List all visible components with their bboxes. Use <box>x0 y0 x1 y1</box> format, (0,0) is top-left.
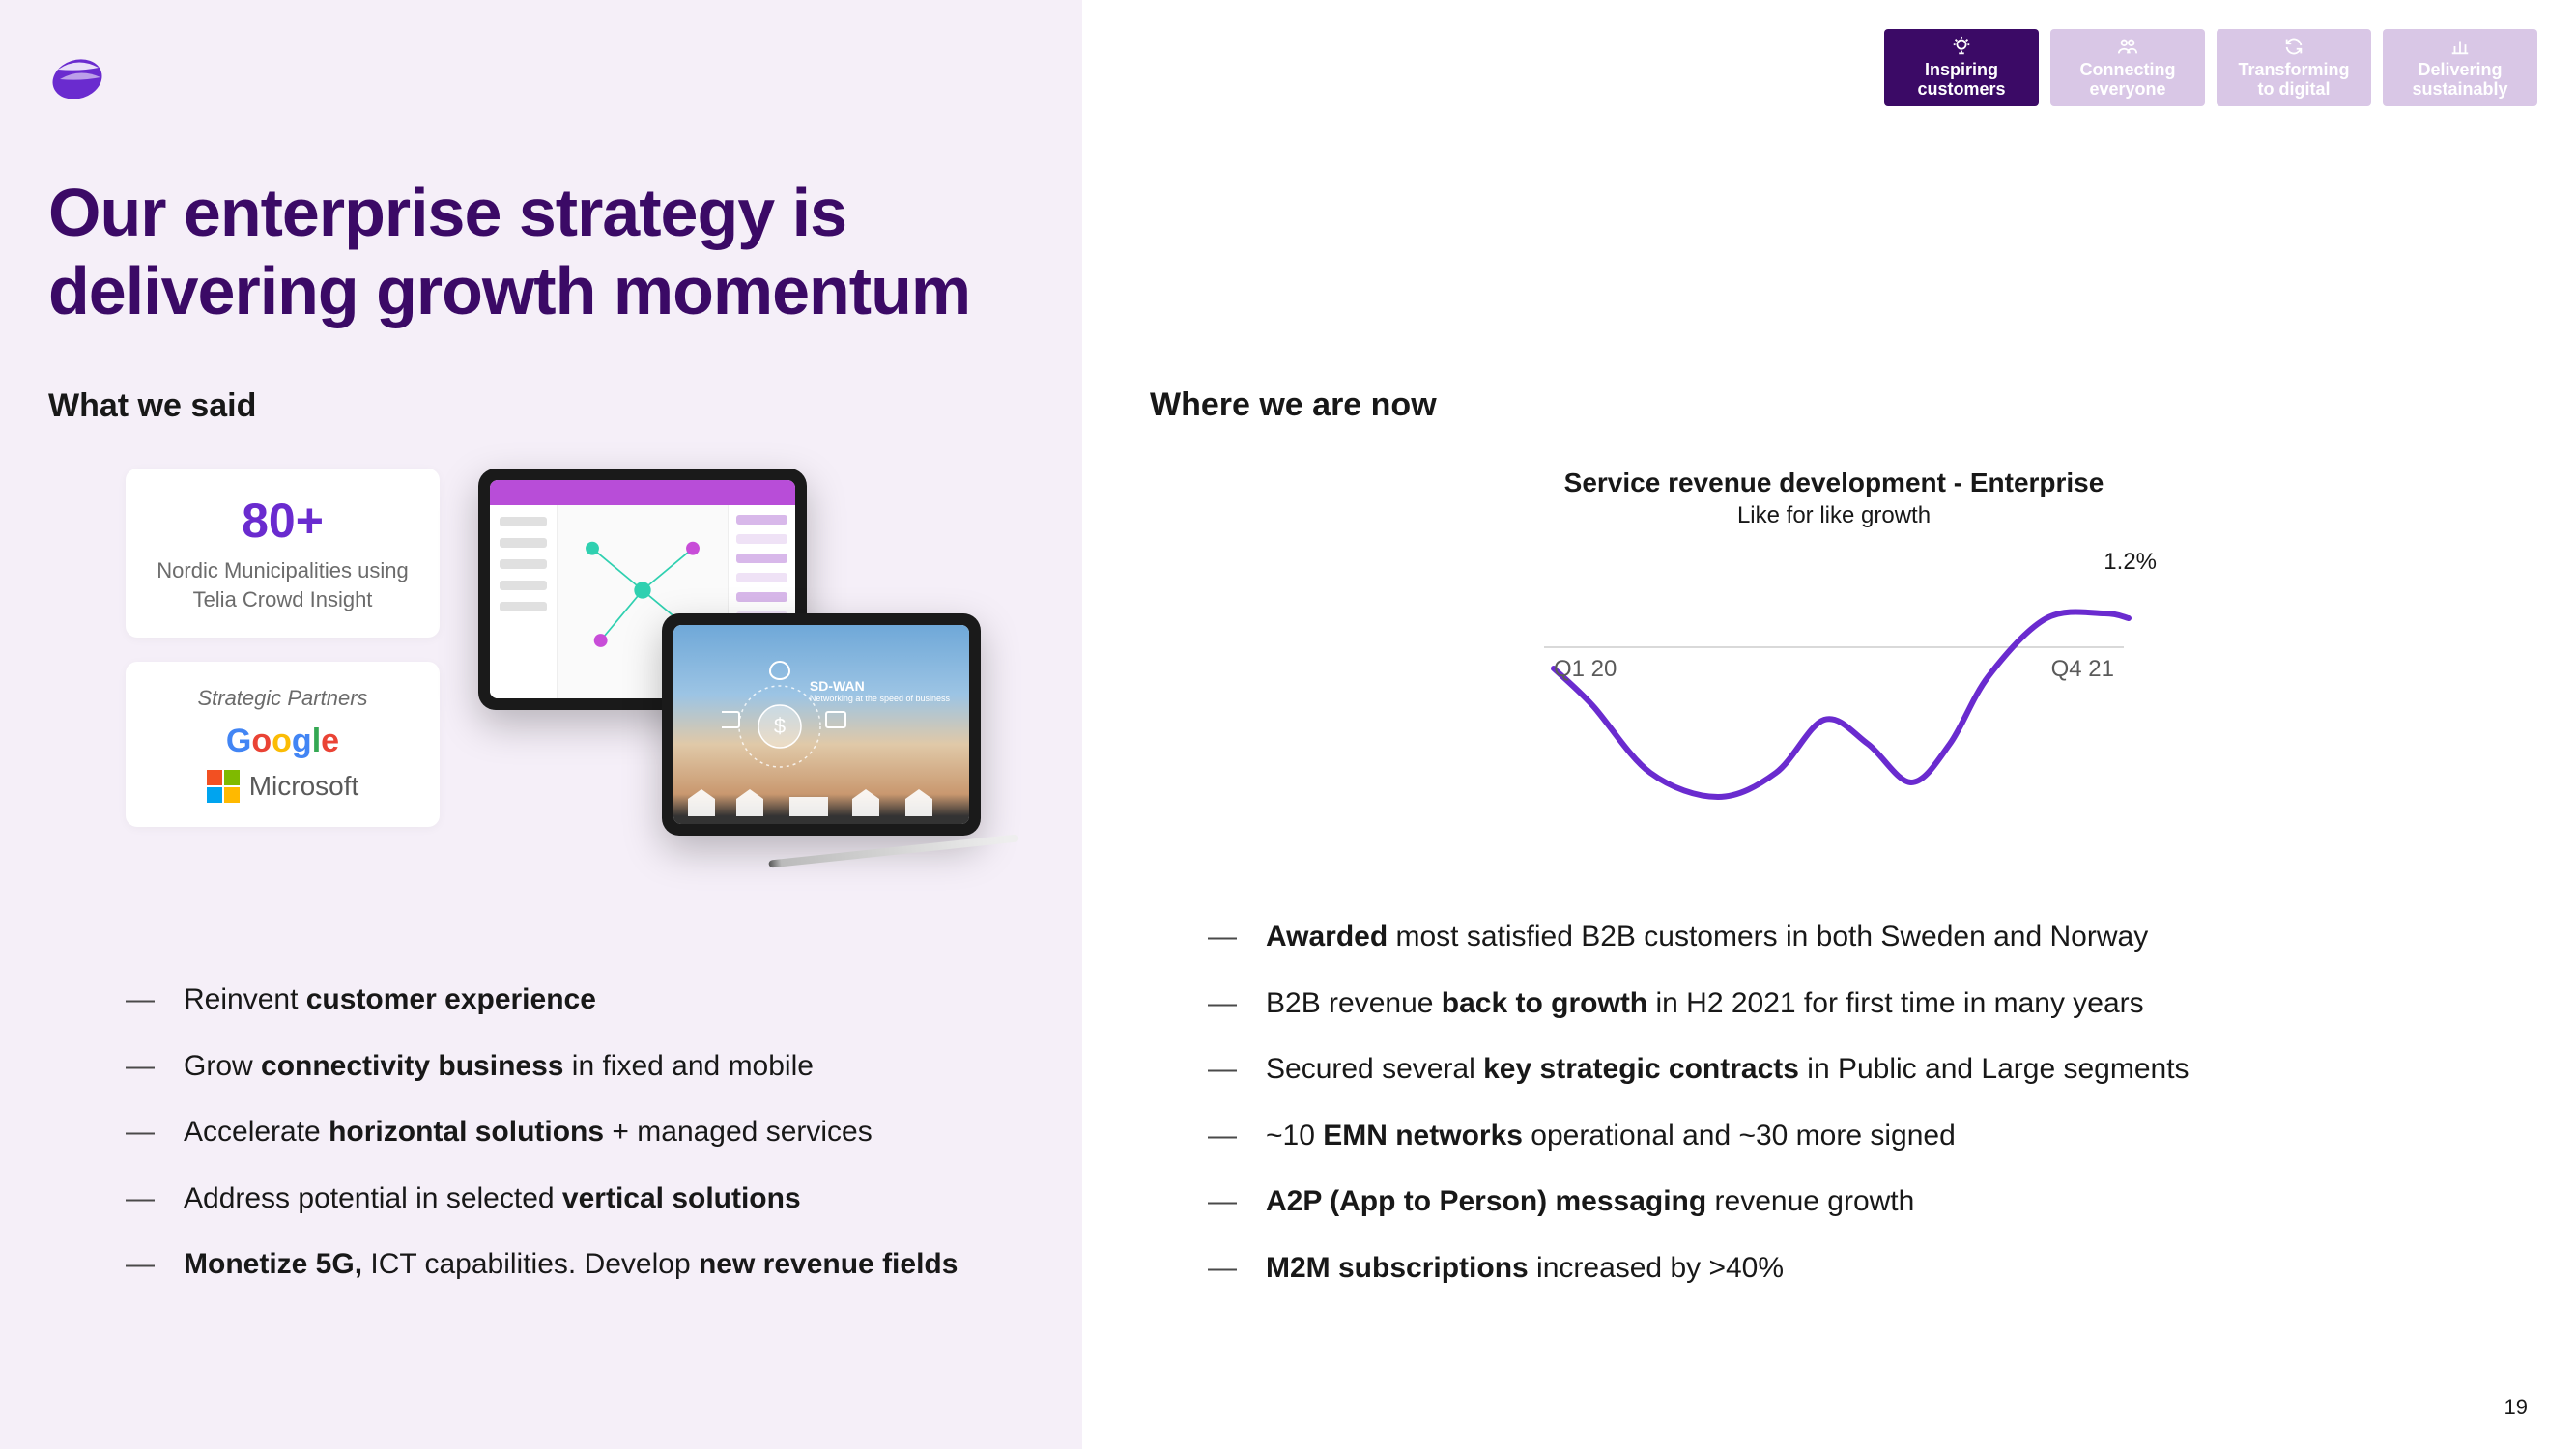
nav-tab-label: Connectingeveryone <box>2080 61 2176 99</box>
nav-tab-inspiring[interactable]: Inspiringcustomers <box>1884 29 2039 106</box>
right-heading: Where we are now <box>1150 386 2518 424</box>
chart-title: Service revenue development - Enterprise <box>1505 468 2162 498</box>
nav-tabs: Inspiringcustomers Connectingeveryone Tran… <box>1884 29 2537 106</box>
page-number: 19 <box>2504 1395 2528 1420</box>
stat-number: 80+ <box>155 493 411 549</box>
bulb-icon <box>1951 36 1972 57</box>
left-bullets: Reinvent customer experience Grow connect… <box>48 980 1034 1285</box>
svg-text:Q4 21: Q4 21 <box>2051 656 2114 682</box>
microsoft-text: Microsoft <box>249 771 359 802</box>
right-panel: Inspiringcustomers Connectingeveryone Tran… <box>1082 0 2576 1449</box>
bullet-item: Secured several key strategic contracts … <box>1208 1050 2518 1090</box>
bullet-item: Monetize 5G, ICT capabilities. Develop n… <box>126 1245 1034 1285</box>
refresh-icon <box>2283 36 2304 57</box>
bullet-item: Awarded most satisfied B2B customers in … <box>1208 918 2518 957</box>
tablet-sdwan-icon: $ SD-WAN Networking at the speed of busi… <box>662 613 981 836</box>
bullet-item: Accelerate horizontal solutions + manage… <box>126 1113 1034 1152</box>
svg-text:Q1 20: Q1 20 <box>1554 656 1617 682</box>
nav-tab-delivering[interactable]: Deliveringsustainably <box>2383 29 2537 106</box>
stat-column: 80+ Nordic Municipalities using Telia Cr… <box>126 469 440 827</box>
bullet-item: ~10 EMN networks operational and ~30 mor… <box>1208 1117 2518 1156</box>
sdwan-sub: Networking at the speed of business <box>810 694 950 703</box>
nav-tab-label: Transformingto digital <box>2238 61 2349 99</box>
bullet-item: Grow connectivity business in fixed and … <box>126 1047 1034 1087</box>
cards-row: 80+ Nordic Municipalities using Telia Cr… <box>48 469 1034 874</box>
left-panel: Our enterprise strategy is delivering gr… <box>0 0 1082 1449</box>
partners-title: Strategic Partners <box>155 686 411 711</box>
revenue-chart: Service revenue development - Enterprise… <box>1505 468 2162 831</box>
bullet-item: B2B revenue back to growth in H2 2021 fo… <box>1208 984 2518 1024</box>
google-logo-icon: Google <box>155 723 411 760</box>
right-bullets: Awarded most satisfied B2B customers in … <box>1150 918 2518 1288</box>
partners-card: Strategic Partners Google Microsoft <box>126 662 440 827</box>
stat-desc: Nordic Municipalities using Telia Crowd … <box>155 556 411 613</box>
stylus-icon <box>768 834 1018 867</box>
microsoft-logo-icon: Microsoft <box>155 770 411 803</box>
left-heading: What we said <box>48 387 1034 425</box>
bars-icon <box>2449 36 2471 57</box>
slide-page: Our enterprise strategy is delivering gr… <box>0 0 2576 1449</box>
nav-tab-connecting[interactable]: Connectingeveryone <box>2050 29 2205 106</box>
bullet-item: A2P (App to Person) messaging revenue gr… <box>1208 1182 2518 1222</box>
nav-tab-transforming[interactable]: Transformingto digital <box>2217 29 2371 106</box>
telia-logo-icon <box>48 48 106 106</box>
people-icon <box>2117 36 2138 57</box>
bullet-item: Address potential in selected vertical s… <box>126 1179 1034 1219</box>
bullet-item: Reinvent customer experience <box>126 980 1034 1020</box>
stat-card: 80+ Nordic Municipalities using Telia Cr… <box>126 469 440 638</box>
nav-tab-label: Inspiringcustomers <box>1917 61 2005 99</box>
chart-subtitle: Like for like growth <box>1505 502 2162 529</box>
main-title: Our enterprise strategy is delivering gr… <box>48 174 1034 329</box>
svg-text:$: $ <box>774 714 786 738</box>
bullet-item: M2M subscriptions increased by >40% <box>1208 1249 2518 1289</box>
sdwan-label: SD-WAN <box>810 678 865 694</box>
tablet-illustration: $ SD-WAN Networking at the speed of busi… <box>478 469 981 874</box>
chart-svg: Q1 20 Q4 21 <box>1525 580 2143 831</box>
chart-end-value: 1.2% <box>1505 549 2162 576</box>
nav-tab-label: Deliveringsustainably <box>2412 61 2507 99</box>
